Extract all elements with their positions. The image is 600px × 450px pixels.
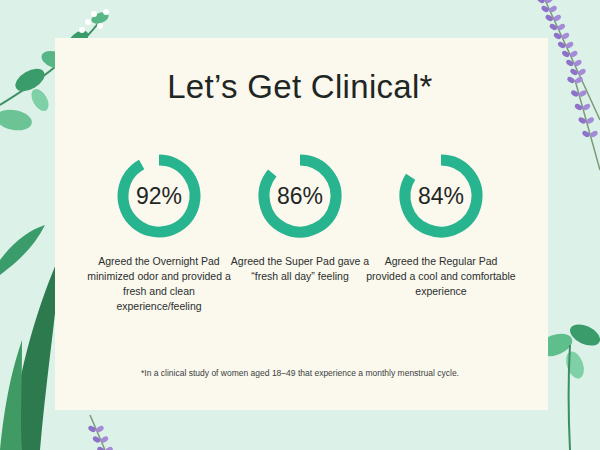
ring-arc [405,160,477,232]
leaf [574,103,583,111]
leaf [561,50,570,58]
leaf [565,41,574,49]
leaf [589,130,598,138]
leaf [104,446,113,450]
rings [123,160,477,232]
leaf [553,32,562,40]
leaf [548,5,557,13]
leaf [87,425,96,433]
title: Let’s Get Clinical* [0,68,600,106]
leaf [545,14,554,22]
flower [91,11,97,17]
flower [97,23,103,29]
stage: 92% 86% 84% Let’s Get Clinical* Agreed the O… [0,0,600,450]
leaf [581,130,590,138]
ring-arc [264,160,336,232]
leaf [95,425,104,433]
leaf [569,68,578,76]
leaf [578,89,587,97]
leaf [28,86,52,114]
leaf [586,116,595,124]
caption: Agreed the Super Pad gave a “fresh all d… [225,254,375,284]
leaf [549,23,558,31]
leaf [565,59,574,67]
leaf [561,32,570,40]
leaf [582,103,591,111]
leaf [92,435,101,443]
flower [103,9,109,15]
ring-arc [123,160,195,232]
leaf [557,41,566,49]
leaf [100,435,109,443]
leaf [0,225,45,275]
leaf [536,0,545,4]
stem [575,80,600,170]
leaf [570,89,579,97]
leaf [553,14,562,22]
leaf [544,0,553,4]
flower [79,27,85,33]
value-label: 86% [277,183,323,209]
leaf [566,76,575,84]
value-label: 92% [136,183,182,209]
leaf [0,107,33,133]
canvas: 92% 86% 84% [0,0,600,450]
stem [545,0,600,120]
leaf [96,446,105,450]
leaf [12,64,49,96]
footnote: *In a clinical study of women aged 18–49… [0,368,600,378]
caption: Agreed the Regular Pad provided a cool a… [366,254,516,299]
leaf [557,23,566,31]
leaf [574,76,583,84]
aloe [0,340,22,450]
leaf [573,59,582,67]
decoration [0,0,600,450]
caption: Agreed the Overnight Pad minimized odor … [84,254,234,314]
leaf [569,50,578,58]
stem [569,345,571,450]
leaf [577,68,586,76]
stem [90,415,105,450]
value-label: 84% [418,183,464,209]
leaf [540,5,549,13]
flower [85,19,91,25]
leaf [567,320,600,350]
leaf [578,116,587,124]
leaf [563,349,588,381]
